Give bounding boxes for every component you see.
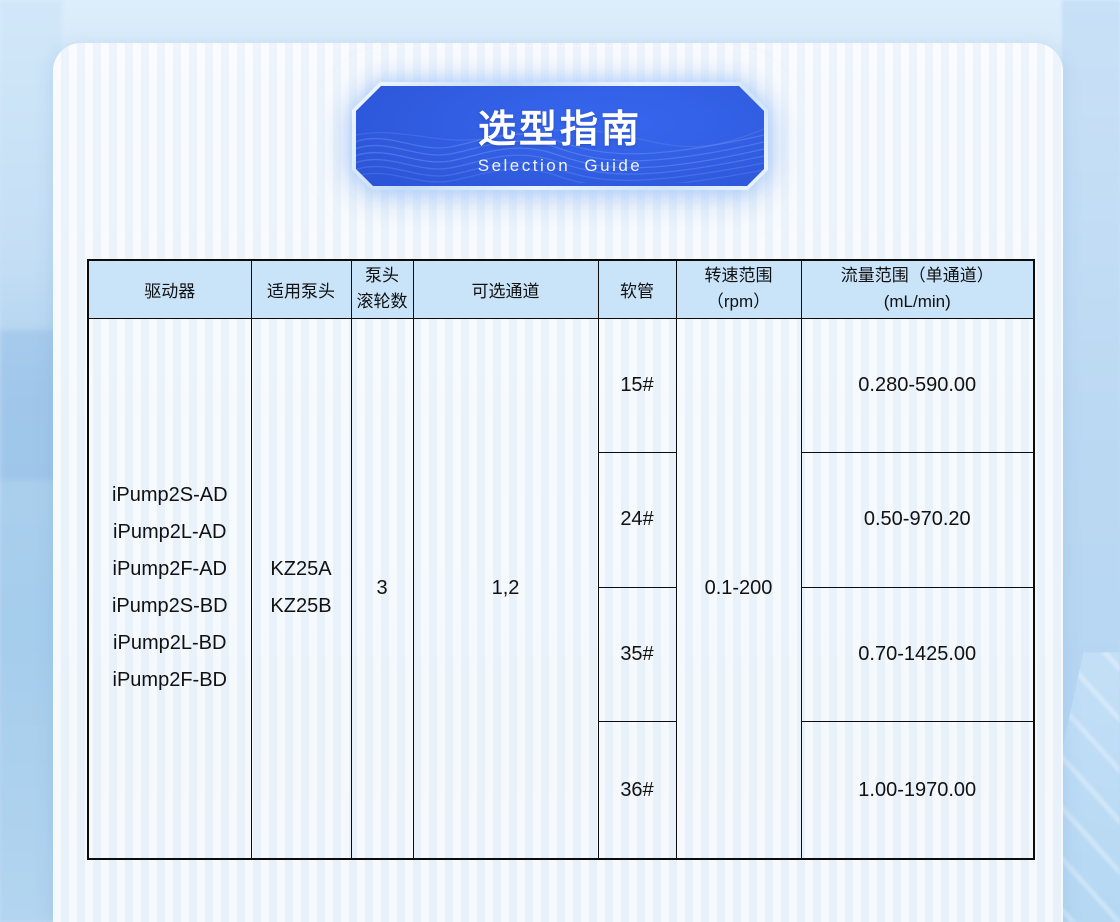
banner-frame: 选型指南 Selection Guide xyxy=(352,82,768,190)
flow-range-cell: 1.00-1970.00 xyxy=(800,721,1035,860)
roller-count-cell: 3 xyxy=(350,317,414,860)
channels-cell: 1,2 xyxy=(412,317,599,860)
col-header-flow: 流量范围（单通道） (mL/min) xyxy=(800,259,1035,319)
tube-cell: 36# xyxy=(597,721,677,860)
col-header-tube-label: 软管 xyxy=(620,281,654,301)
col-header-pump-head-label: 适用泵头 xyxy=(267,281,335,301)
col-header-rollers-line1: 泵头 xyxy=(365,266,399,286)
col-header-rollers-line2: 滚轮数 xyxy=(356,292,408,312)
driver-item: iPump2F-AD xyxy=(112,558,227,581)
table-row: 24# 0.50-970.20 xyxy=(88,452,1035,588)
table-row: iPump2S-AD iPump2L-AD iPump2F-AD iPump2S… xyxy=(87,317,1035,860)
tube-cell: 24# xyxy=(597,452,677,588)
col-header-speed-line1: 转速范围 xyxy=(704,266,773,286)
left-background-decoration xyxy=(0,0,62,922)
col-header-channels-label: 可选通道 xyxy=(471,281,540,301)
col-header-flow-line1: 流量范围（单通道） xyxy=(840,266,994,286)
banner: 选型指南 Selection Guide xyxy=(352,82,768,190)
banner-title: 选型指南 xyxy=(477,109,642,151)
flow-range-cell: 0.70-1425.00 xyxy=(800,586,1035,723)
banner-subtitle: Selection Guide xyxy=(477,156,643,175)
col-header-driver: 驱动器 xyxy=(87,259,252,319)
pump-head-item: KZ25A xyxy=(270,558,332,581)
driver-item: iPump2L-AD xyxy=(113,521,227,544)
header-row: 驱动器 适用泵头 泵头 滚轮数 可选通道 软管 转速范围 （rpm） 流量范围（… xyxy=(87,259,1035,319)
driver-item: iPump2S-BD xyxy=(111,595,228,618)
banner-inner: 选型指南 Selection Guide xyxy=(356,86,764,186)
table-row: 35# 0.70-1425.00 xyxy=(88,586,1035,723)
col-header-speed-line2: （rpm） xyxy=(706,292,771,312)
driver-list-cell: iPump2S-AD iPump2L-AD iPump2F-AD iPump2S… xyxy=(87,317,252,860)
col-header-flow-line2: (mL/min) xyxy=(883,292,951,312)
tube-cell: 15# xyxy=(597,317,677,454)
selection-guide-table: 驱动器 适用泵头 泵头 滚轮数 可选通道 软管 转速范围 （rpm） 流量范围（… xyxy=(87,259,1035,860)
speed-range-cell: 0.1-200 xyxy=(675,317,802,860)
left-background-shape xyxy=(0,330,58,480)
col-header-channels: 可选通道 xyxy=(412,259,599,319)
col-header-tube: 软管 xyxy=(597,259,677,319)
pump-head-item: KZ25B xyxy=(270,595,332,618)
flow-range-cell: 0.280-590.00 xyxy=(800,317,1035,454)
wave-lines-decoration xyxy=(356,117,764,183)
driver-item: iPump2L-BD xyxy=(113,632,227,655)
pump-head-cell: KZ25A KZ25B xyxy=(250,317,352,860)
flow-range-cell: 0.50-970.20 xyxy=(800,452,1035,588)
tube-cell: 35# xyxy=(597,586,677,723)
driver-item: iPump2F-BD xyxy=(112,669,227,692)
col-header-pump-head: 适用泵头 xyxy=(250,259,352,319)
driver-item: iPump2S-AD xyxy=(111,484,228,507)
table-row: 36# 1.00-1970.00 xyxy=(88,721,1035,860)
col-header-rollers: 泵头 滚轮数 xyxy=(350,259,414,319)
col-header-speed: 转速范围 （rpm） xyxy=(675,259,802,319)
col-header-driver-label: 驱动器 xyxy=(144,281,196,301)
